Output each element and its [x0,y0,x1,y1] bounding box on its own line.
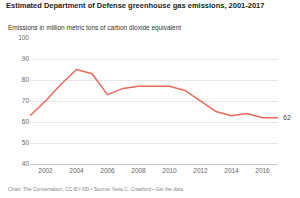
svg-text:2014: 2014 [224,167,239,174]
svg-text:2010: 2010 [162,167,177,174]
svg-text:60: 60 [22,118,30,125]
svg-text:2006: 2006 [100,167,115,174]
svg-text:Emissions in million metric to: Emissions in million metric tons of carb… [8,24,181,32]
svg-text:50: 50 [22,139,30,146]
svg-text:40: 40 [22,160,30,167]
svg-text:90: 90 [22,55,30,62]
svg-text:62: 62 [283,114,291,121]
svg-text:70: 70 [22,97,30,104]
svg-text:80: 80 [22,76,30,83]
svg-text:2012: 2012 [193,167,208,174]
svg-text:2002: 2002 [38,167,53,174]
svg-text:Estimated Department of Defens: Estimated Department of Defense greenhou… [6,1,264,10]
svg-text:100: 100 [18,34,29,41]
svg-text:2004: 2004 [69,167,84,174]
svg-text:2016: 2016 [255,167,270,174]
svg-text:2008: 2008 [131,167,146,174]
svg-text:Chart: The Conversation, CC-BY: Chart: The Conversation, CC-BY-ND • Sour… [8,186,183,192]
